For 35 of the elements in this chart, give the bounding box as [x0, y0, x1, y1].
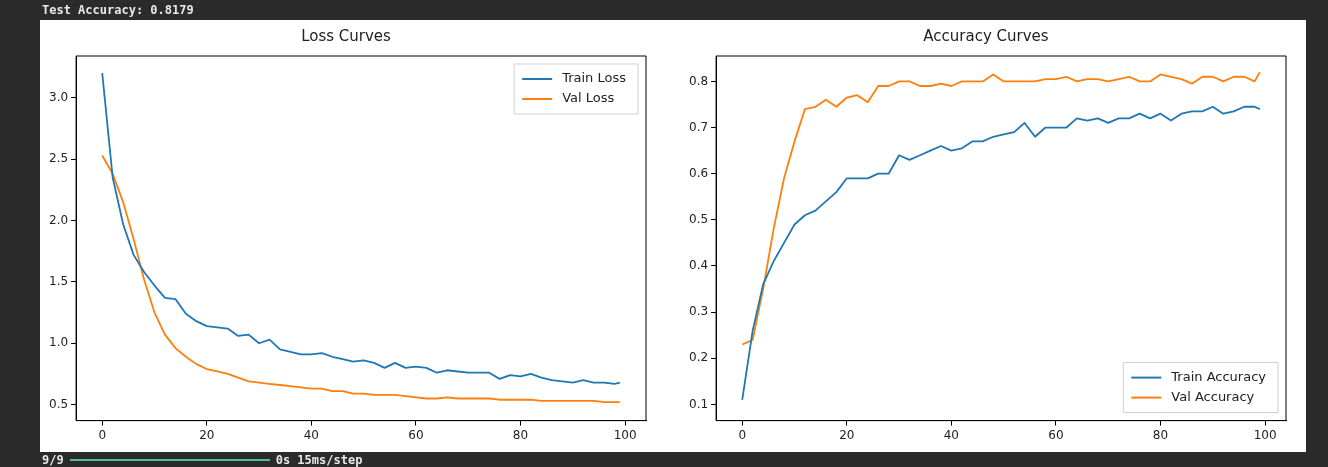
x-tick-label: 100 [1253, 427, 1277, 442]
x-tick-label: 40 [943, 427, 960, 442]
legend-label: Train Loss [561, 70, 627, 86]
y-tick-label: 0.4 [688, 258, 709, 273]
y-tick-label: 0.1 [688, 396, 709, 411]
legend-label: Val Loss [562, 90, 615, 106]
x-tick-label: 80 [1152, 427, 1169, 442]
y-tick-label: 0.8 [688, 73, 709, 88]
y-tick-label: 0.3 [688, 304, 709, 319]
x-tick-label: 20 [839, 427, 855, 442]
legend-label: Val Accuracy [1171, 388, 1255, 404]
x-tick-label: 0 [98, 427, 107, 442]
text: 0s 15ms/step [275, 453, 363, 467]
x-tick-label: 20 [199, 427, 215, 442]
text: Test Accuracy: 0.8179 [42, 3, 194, 17]
y-tick-label: 2.5 [48, 151, 69, 166]
x-tick-label: 80 [512, 427, 529, 442]
x-tick-label: 60 [408, 427, 424, 442]
legend-label: Train Accuracy [1170, 368, 1267, 384]
y-tick-label: 3.0 [48, 89, 69, 104]
y-tick-label: 0.5 [48, 396, 69, 411]
y-tick-label: 0.5 [688, 211, 709, 226]
y-tick-label: 0.7 [688, 119, 709, 134]
y-tick-label: 1.0 [48, 335, 69, 350]
x-tick-label: 40 [303, 427, 320, 442]
x-tick-label: 100 [613, 427, 637, 442]
chart-title: Loss Curves [301, 26, 392, 45]
y-tick-label: 0.2 [688, 350, 709, 365]
y-tick-label: 0.6 [688, 165, 709, 180]
text: 9/9 [42, 453, 64, 467]
y-tick-label: 1.5 [48, 274, 69, 289]
y-tick-label: 2.0 [48, 212, 69, 227]
chart-title: Accuracy Curves [923, 26, 1049, 45]
x-tick-label: 60 [1048, 427, 1064, 442]
x-tick-label: 0 [738, 427, 747, 442]
